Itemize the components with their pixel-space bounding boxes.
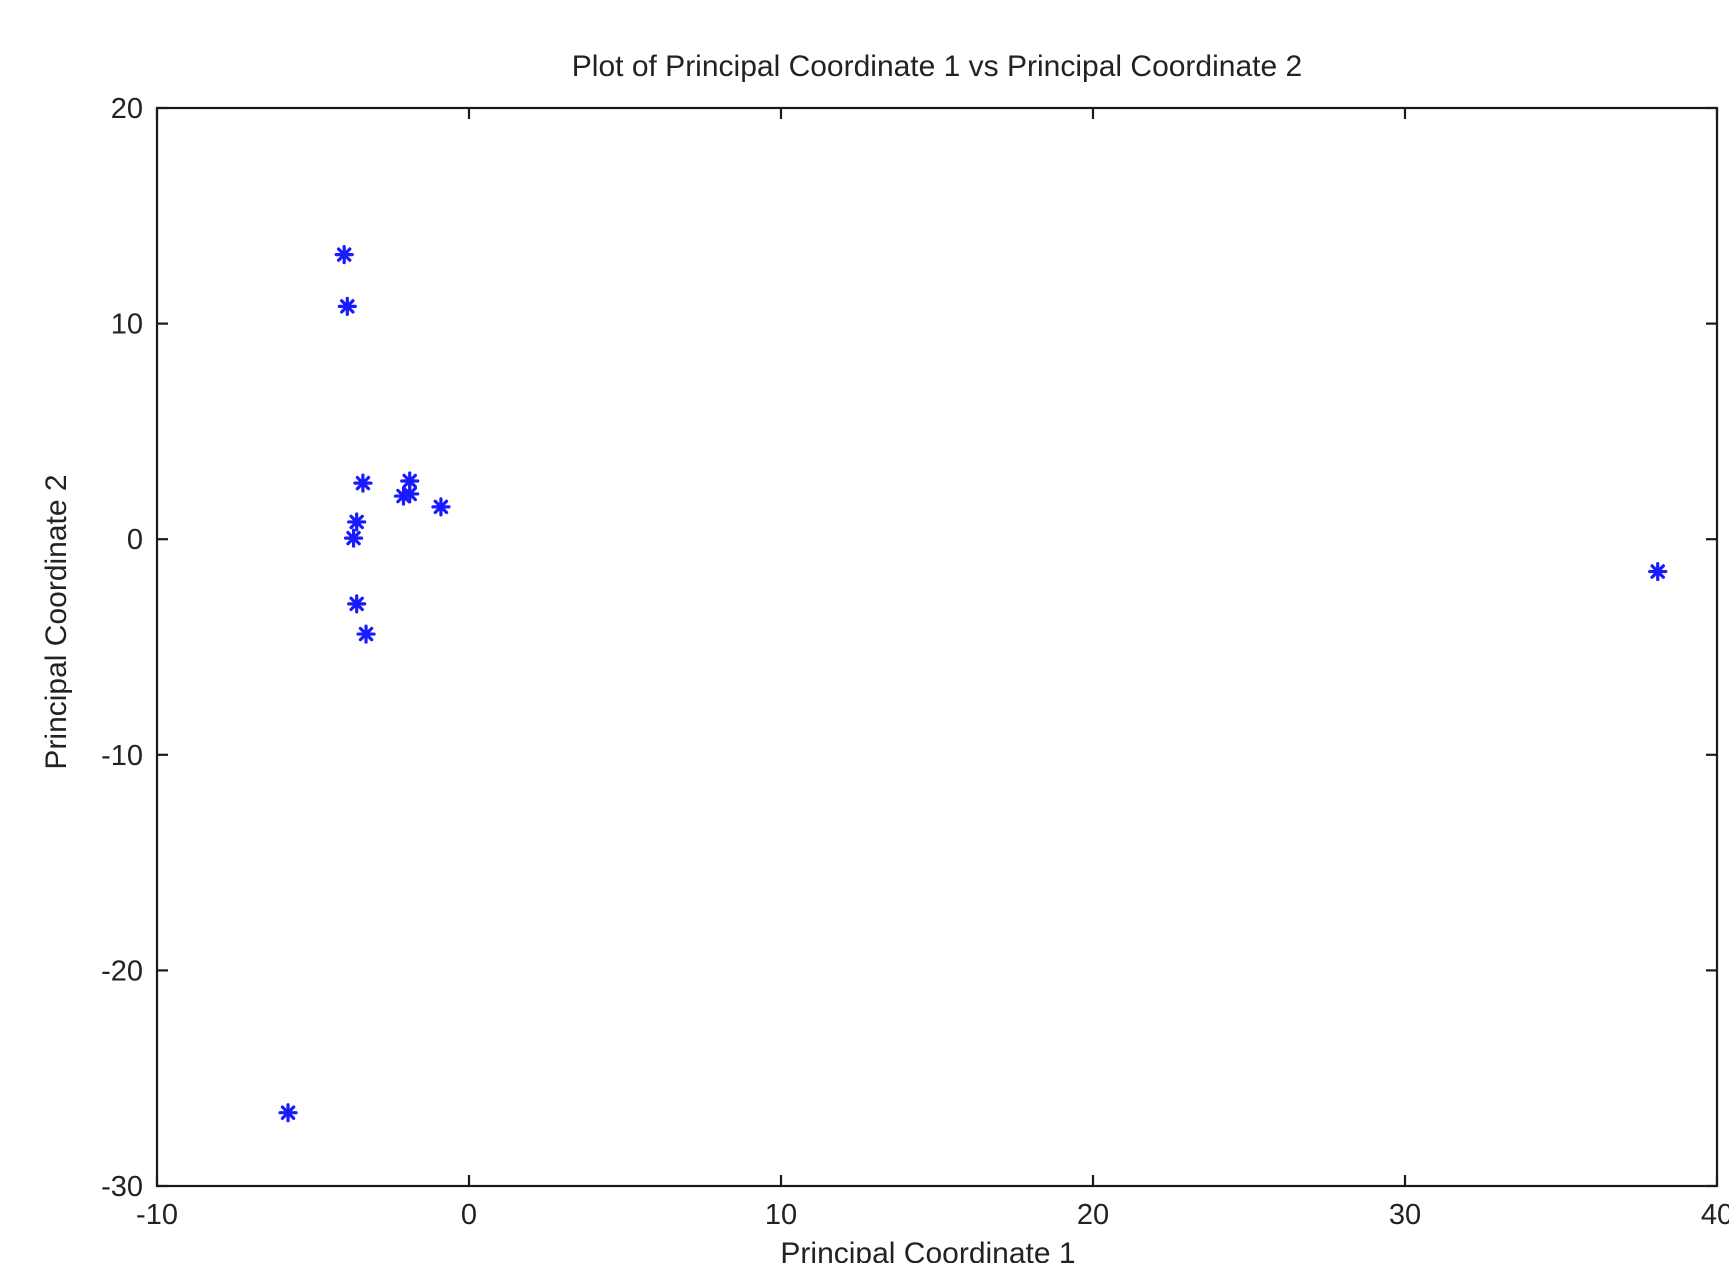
x-tick-label: -10 xyxy=(136,1199,178,1231)
y-axis-label-group: Principal Coordinate 2 xyxy=(40,474,73,769)
x-tick-label: 40 xyxy=(1701,1199,1729,1231)
data-point-stroke xyxy=(280,1105,296,1120)
data-point xyxy=(353,473,373,493)
plot-area-frame xyxy=(155,106,1719,1188)
data-point-stroke xyxy=(358,626,374,642)
data-point xyxy=(431,497,451,517)
y-tick-label: 10 xyxy=(111,309,143,341)
chart-title: Plot of Principal Coordinate 1 vs Princi… xyxy=(572,50,1302,83)
x-axis-label: Principal Coordinate 1 xyxy=(780,1237,1075,1263)
data-point-stroke xyxy=(433,499,449,515)
data-point-stroke xyxy=(346,530,361,546)
y-tick-label: 20 xyxy=(111,93,143,125)
data-point xyxy=(278,1103,298,1123)
data-point-stroke xyxy=(402,486,417,502)
y-tick-label: 0 xyxy=(127,524,143,556)
data-point xyxy=(347,512,367,532)
y-tick-label: -20 xyxy=(101,955,143,987)
data-point xyxy=(343,528,364,548)
data-point xyxy=(1648,561,1668,582)
data-point xyxy=(334,245,354,265)
data-point-stroke xyxy=(336,247,352,262)
y-tick-label: -30 xyxy=(101,1171,143,1203)
x-tick-label: 20 xyxy=(1077,1199,1109,1231)
data-point-stroke xyxy=(1650,564,1665,579)
data-point xyxy=(356,624,376,644)
x-tick-label: 30 xyxy=(1389,1199,1421,1231)
data-point xyxy=(347,594,367,614)
data-point-stroke xyxy=(402,473,417,489)
data-point-stroke xyxy=(349,596,364,612)
data-point-stroke xyxy=(340,299,355,314)
tick-labels-layer: -10 0 10 20 30 40 -30 -20 -10 0 10 20 xyxy=(101,93,1729,1231)
data-point xyxy=(400,484,420,504)
data-point-stroke xyxy=(355,475,371,491)
data-point xyxy=(337,296,357,316)
y-tick-label: -10 xyxy=(101,740,143,772)
x-tick-label: 10 xyxy=(765,1199,797,1231)
x-tick-label: 0 xyxy=(461,1199,477,1231)
y-axis-label: Principal Coordinate 2 xyxy=(40,474,73,769)
data-points-layer xyxy=(278,245,1668,1123)
data-point-stroke xyxy=(349,514,364,530)
ticks-layer xyxy=(155,106,1719,1188)
